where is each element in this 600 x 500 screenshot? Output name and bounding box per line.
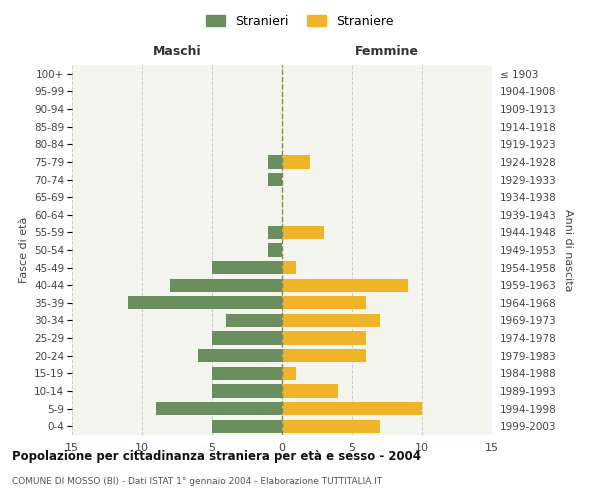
Y-axis label: Anni di nascita: Anni di nascita [563, 209, 573, 291]
Bar [282, 349, 366, 362]
Bar [212, 384, 282, 398]
Bar [282, 278, 408, 292]
Bar [282, 366, 296, 380]
Bar [282, 402, 422, 415]
Bar [226, 314, 282, 327]
Bar [282, 261, 296, 274]
Text: COMUNE DI MOSSO (BI) - Dati ISTAT 1° gennaio 2004 - Elaborazione TUTTITALIA.IT: COMUNE DI MOSSO (BI) - Dati ISTAT 1° gen… [12, 478, 382, 486]
Bar [282, 420, 380, 433]
Bar [170, 278, 282, 292]
Text: Popolazione per cittadinanza straniera per età e sesso - 2004: Popolazione per cittadinanza straniera p… [12, 450, 421, 463]
Bar [198, 349, 282, 362]
Bar [268, 244, 282, 256]
Bar [212, 261, 282, 274]
Bar [282, 384, 338, 398]
Bar [268, 173, 282, 186]
Bar [268, 156, 282, 168]
Bar [282, 332, 366, 344]
Bar [282, 314, 380, 327]
Legend: Stranieri, Straniere: Stranieri, Straniere [200, 8, 400, 34]
Bar [212, 332, 282, 344]
Bar [212, 366, 282, 380]
Bar [282, 226, 324, 239]
Bar [268, 226, 282, 239]
Bar [282, 156, 310, 168]
Bar [212, 420, 282, 433]
Bar [156, 402, 282, 415]
Text: Maschi: Maschi [152, 44, 202, 58]
Text: Femmine: Femmine [355, 44, 419, 58]
Bar [282, 296, 366, 310]
Y-axis label: Fasce di età: Fasce di età [19, 217, 29, 283]
Bar [128, 296, 282, 310]
